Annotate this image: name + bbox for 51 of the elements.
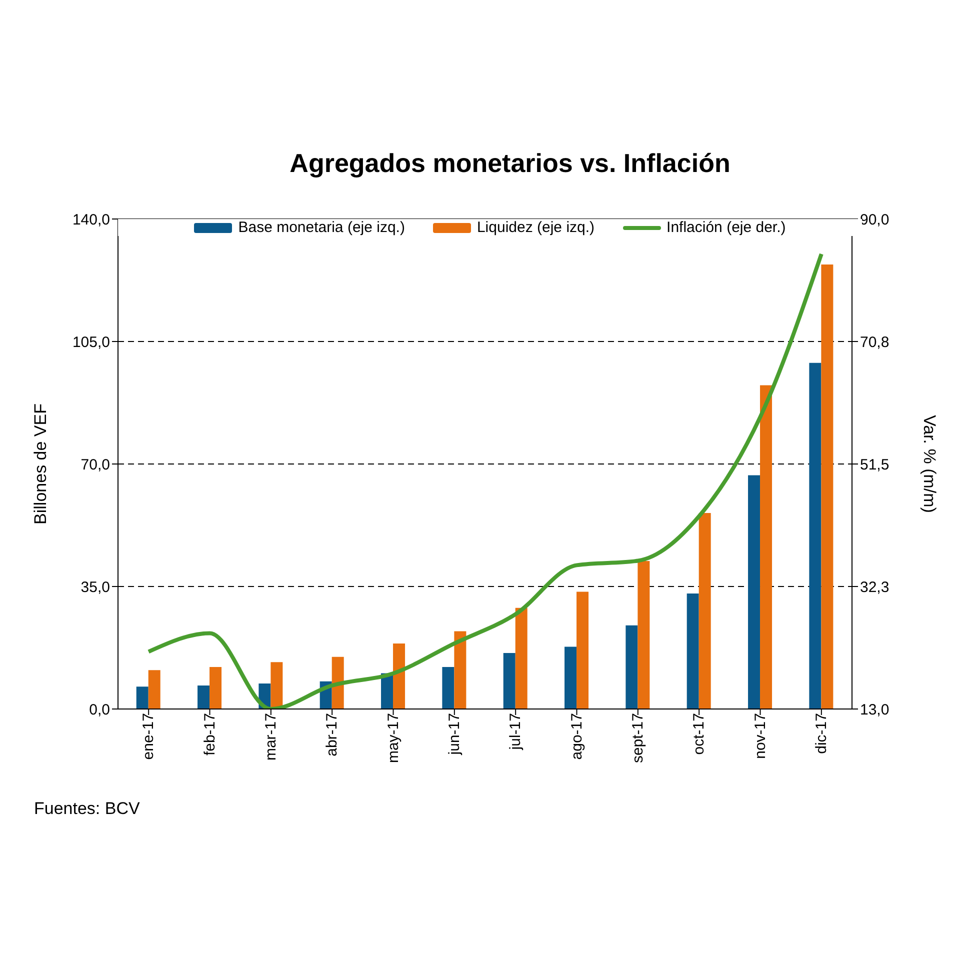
- source-note: Fuentes: BCV: [34, 799, 141, 819]
- bar: [638, 560, 650, 709]
- bar: [454, 631, 466, 709]
- x-tick-label: may-17: [384, 713, 402, 764]
- y-tick-label: 105,0: [72, 334, 110, 351]
- bar: [821, 264, 834, 709]
- x-tick-label: jul-17: [507, 713, 524, 751]
- bar: [748, 475, 760, 709]
- bar: [148, 670, 160, 709]
- y-tick-label: 0,0: [89, 701, 110, 718]
- legend-label: Base monetaria (eje izq.): [238, 219, 405, 236]
- bar: [198, 686, 210, 709]
- x-tick-label: ene-17: [140, 713, 158, 760]
- x-tick-label: ago-17: [568, 713, 586, 760]
- x-tick-label: dic-17: [813, 713, 830, 754]
- bar: [393, 644, 406, 709]
- bar: [515, 608, 528, 709]
- y2-tick-label: 51,5: [860, 456, 890, 474]
- y-axis-title: Billones de VEF: [31, 404, 50, 524]
- line-series: [146, 252, 824, 709]
- bar: [576, 592, 589, 709]
- legend-label: Liquidez (eje izq.): [476, 219, 595, 236]
- bar: [210, 667, 222, 709]
- x-tick-label: jun-17: [446, 713, 464, 756]
- x-tick-label: abr-17: [324, 713, 341, 756]
- x-tick-label: sept-17: [630, 713, 647, 764]
- x-tick-label: feb-17: [201, 713, 218, 756]
- y-tick-label: 35,0: [80, 578, 110, 596]
- bar: [442, 667, 454, 709]
- bar: [503, 653, 516, 709]
- bar: [270, 662, 283, 709]
- bar: [564, 646, 577, 709]
- legend-label: Inflación (eje der.): [666, 219, 786, 236]
- y-tick-label: 140,0: [72, 211, 110, 228]
- y2-tick-label: 90,0: [860, 211, 890, 228]
- bar: [698, 513, 711, 709]
- x-tick-label: mar-17: [262, 713, 280, 761]
- y2-axis-title: Var. % (m/m): [920, 415, 939, 513]
- y2-tick-label: 70,8: [860, 334, 890, 351]
- bar: [332, 656, 344, 709]
- bar: [626, 625, 638, 709]
- y2-tick-label: 32,3: [860, 578, 890, 596]
- x-tick-label: oct-17: [690, 713, 708, 755]
- x-tick-label: nov-17: [752, 713, 769, 759]
- bar: [809, 362, 822, 709]
- bar: [760, 385, 772, 709]
- y2-tick-label: 13,0: [860, 701, 890, 718]
- bar: [686, 594, 699, 709]
- y-tick-label: 70,0: [80, 456, 110, 474]
- chart-title: Agregados monetarios vs. Inflación: [290, 148, 730, 178]
- bar: [136, 686, 148, 709]
